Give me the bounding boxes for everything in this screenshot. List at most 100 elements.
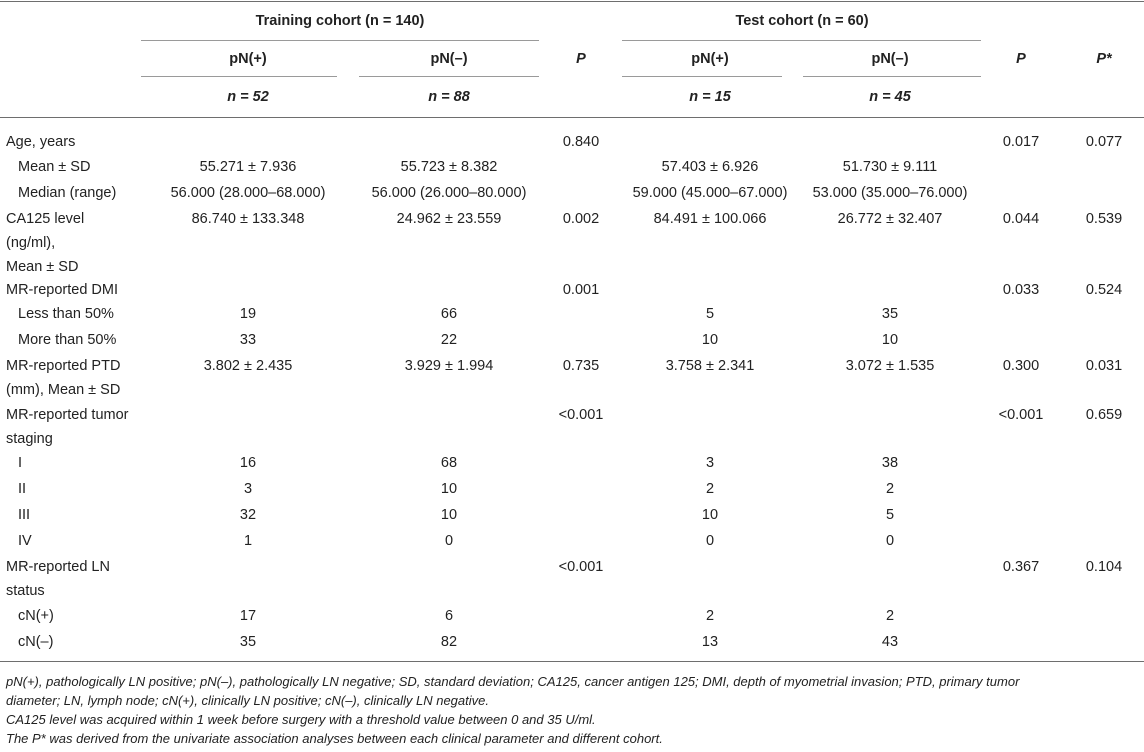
row-label-line: staging bbox=[6, 431, 53, 447]
cell-p3: 0.031 bbox=[1085, 358, 1123, 374]
train-pos-underline bbox=[141, 76, 337, 77]
row-label-line: (ng/ml), bbox=[6, 235, 56, 251]
row-label-line: Mean ± SD bbox=[6, 259, 79, 275]
table-top-rule bbox=[0, 1, 1144, 2]
row-label: More than 50% bbox=[18, 328, 116, 352]
cell-test-pos: 2 bbox=[705, 608, 715, 624]
p-star-heading: P* bbox=[1096, 51, 1112, 67]
cell-p1: 0.735 bbox=[562, 358, 600, 374]
row-label: Less than 50% bbox=[18, 302, 114, 326]
cell-train-pos: 19 bbox=[239, 306, 257, 322]
row-label-line: CA125 level bbox=[6, 211, 85, 227]
cell-train-pos: 33 bbox=[239, 332, 257, 348]
cell-test-pos: 59.000 (45.000–67.000) bbox=[632, 185, 788, 201]
footnote-line-1: pN(+), pathologically LN positive; pN(–)… bbox=[6, 674, 1020, 689]
cell-test-pos: 3 bbox=[705, 455, 715, 471]
cell-p2: 0.044 bbox=[1002, 211, 1040, 227]
cell-p1: <0.001 bbox=[558, 559, 604, 575]
header-bottom-rule bbox=[0, 117, 1144, 118]
row-label-line: IV bbox=[18, 533, 32, 549]
test-pn-neg-heading: pN(–) bbox=[871, 51, 909, 67]
training-cohort-heading: Training cohort (n = 140) bbox=[256, 10, 425, 32]
test-neg-underline bbox=[803, 76, 981, 77]
cell-test-neg: 38 bbox=[881, 455, 899, 471]
cell-test-pos: 5 bbox=[705, 306, 715, 322]
cell-test-neg: 10 bbox=[881, 332, 899, 348]
cell-train-neg: 10 bbox=[440, 507, 458, 523]
cell-test-neg: 2 bbox=[885, 608, 895, 624]
cell-train-neg: 6 bbox=[444, 608, 454, 624]
cell-train-pos: 3 bbox=[243, 481, 253, 497]
cell-train-pos: 86.740 ± 133.348 bbox=[191, 211, 305, 227]
training-cohort-text: Training cohort (n = 140) bbox=[255, 13, 425, 29]
row-label-line: I bbox=[18, 455, 23, 471]
p-heading-test: P bbox=[1016, 51, 1026, 67]
cell-p3: 0.077 bbox=[1085, 134, 1123, 150]
row-label: IV bbox=[18, 529, 32, 553]
cell-test-pos: 57.403 ± 6.926 bbox=[661, 159, 759, 175]
cell-test-pos: 13 bbox=[701, 634, 719, 650]
row-label-line: II bbox=[18, 481, 27, 497]
test-pn-pos-heading: pN(+) bbox=[691, 51, 729, 67]
cell-train-neg: 82 bbox=[440, 634, 458, 650]
cell-test-neg: 53.000 (35.000–76.000) bbox=[812, 185, 968, 201]
footnote-line-3: CA125 level was acquired within 1 week b… bbox=[6, 712, 596, 727]
row-label: II bbox=[18, 477, 26, 501]
cell-train-neg: 68 bbox=[440, 455, 458, 471]
train-n-neg: n = 88 bbox=[428, 89, 470, 105]
row-label: III bbox=[18, 503, 30, 527]
cell-p2: 0.300 bbox=[1002, 358, 1040, 374]
test-cohort-underline bbox=[622, 40, 981, 41]
row-label: Median (range) bbox=[18, 181, 116, 205]
row-label: cN(–) bbox=[18, 630, 53, 654]
test-n-pos: n = 15 bbox=[689, 89, 731, 105]
cell-test-neg: 26.772 ± 32.407 bbox=[837, 211, 943, 227]
cell-test-pos: 0 bbox=[705, 533, 715, 549]
cell-p3: 0.524 bbox=[1085, 282, 1123, 298]
cell-test-pos: 2 bbox=[705, 481, 715, 497]
cell-p1: 0.001 bbox=[562, 282, 600, 298]
cell-p1: 0.002 bbox=[562, 211, 600, 227]
cell-train-neg: 3.929 ± 1.994 bbox=[404, 358, 494, 374]
row-label: Mean ± SD bbox=[18, 155, 90, 179]
cell-train-pos: 17 bbox=[239, 608, 257, 624]
cell-p2: 0.033 bbox=[1002, 282, 1040, 298]
row-label-line: cN(–) bbox=[18, 634, 54, 650]
row-label: Age, years bbox=[6, 130, 75, 154]
row-label-line: III bbox=[18, 507, 31, 523]
cell-train-neg: 66 bbox=[440, 306, 458, 322]
cell-test-neg: 51.730 ± 9.111 bbox=[842, 159, 938, 175]
cell-train-pos: 35 bbox=[239, 634, 257, 650]
cell-test-neg: 0 bbox=[885, 533, 895, 549]
row-label-line: MR-reported tumor bbox=[6, 407, 129, 423]
footnote-line-4: The P* was derived from the univariate a… bbox=[6, 731, 663, 746]
cell-test-neg: 43 bbox=[881, 634, 899, 650]
cell-test-pos: 10 bbox=[701, 507, 719, 523]
cell-p3: 0.539 bbox=[1085, 211, 1123, 227]
test-n-neg: n = 45 bbox=[869, 89, 911, 105]
row-label-line: Less than 50% bbox=[18, 306, 114, 322]
cell-test-pos: 3.758 ± 2.341 bbox=[665, 358, 755, 374]
cell-test-neg: 5 bbox=[885, 507, 895, 523]
cell-p3: 0.104 bbox=[1085, 559, 1123, 575]
cell-train-pos: 3.802 ± 2.435 bbox=[203, 358, 293, 374]
row-label-line: (mm), Mean ± SD bbox=[6, 382, 121, 398]
table-bottom-rule bbox=[0, 661, 1144, 662]
cell-train-pos: 55.271 ± 7.936 bbox=[199, 159, 297, 175]
test-cohort-heading: Test cohort (n = 60) bbox=[735, 10, 868, 32]
cell-train-neg: 22 bbox=[440, 332, 458, 348]
row-label-line: MR-reported DMI bbox=[6, 282, 118, 298]
footnote-line-2: diameter; LN, lymph node; cN(+), clinica… bbox=[6, 693, 489, 708]
cell-p1: <0.001 bbox=[558, 407, 604, 423]
cell-train-pos: 16 bbox=[239, 455, 257, 471]
cell-train-neg: 24.962 ± 23.559 bbox=[396, 211, 502, 227]
row-label-line: Median (range) bbox=[18, 185, 117, 201]
cell-train-pos: 1 bbox=[243, 533, 253, 549]
cell-test-neg: 2 bbox=[885, 481, 895, 497]
train-neg-underline bbox=[359, 76, 539, 77]
cell-train-neg: 0 bbox=[444, 533, 454, 549]
row-label-line: MR-reported PTD bbox=[6, 358, 121, 374]
cell-train-pos: 56.000 (28.000–68.000) bbox=[170, 185, 326, 201]
cell-test-pos: 10 bbox=[701, 332, 719, 348]
cell-p3: 0.659 bbox=[1085, 407, 1123, 423]
